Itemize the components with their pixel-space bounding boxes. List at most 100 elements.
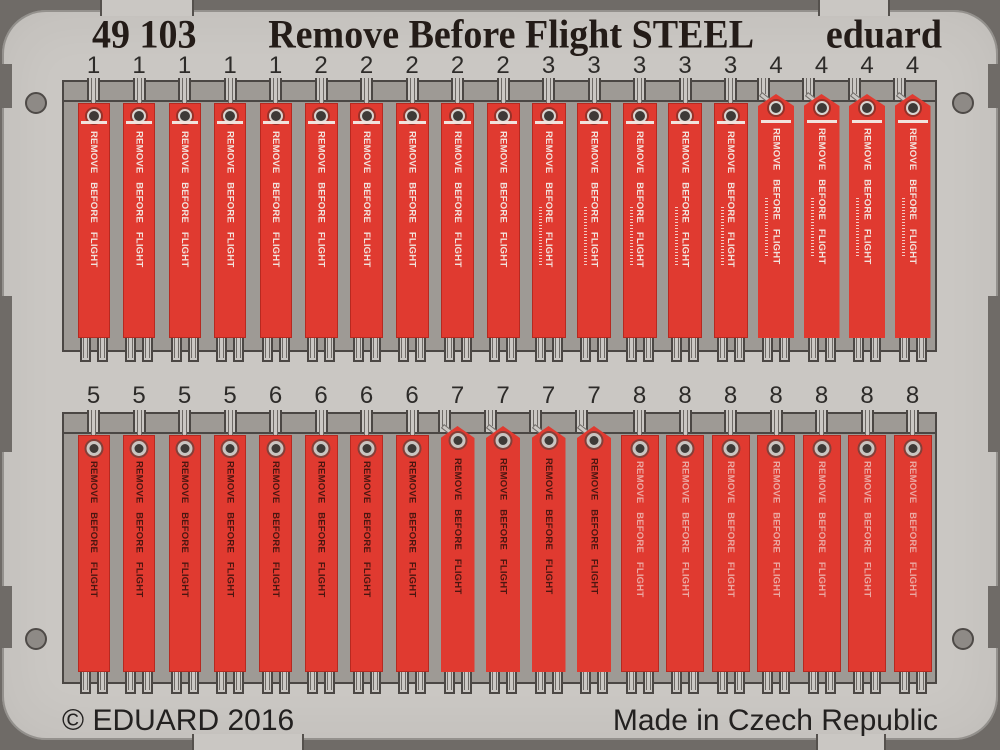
hanging-tab bbox=[897, 78, 902, 94]
flag-text: REMOVE BEFORE FLIGHT bbox=[133, 131, 145, 268]
rbf-flag bbox=[123, 435, 155, 672]
flag-top-bar bbox=[852, 120, 882, 123]
rbf-flag bbox=[666, 435, 704, 672]
foot-tab bbox=[645, 336, 651, 358]
foot-tab bbox=[418, 670, 423, 690]
flag-text: REMOVE BEFORE FLIGHT bbox=[816, 461, 827, 598]
flag-text: REMOVE BEFORE FLIGHT bbox=[861, 461, 873, 598]
foot-tab bbox=[190, 670, 196, 690]
rbf-flag bbox=[848, 435, 886, 672]
flag-text: REMOVE BEFORE FLIGHT bbox=[179, 131, 190, 268]
foot-tab bbox=[765, 670, 770, 690]
rbf-flag bbox=[304, 435, 338, 672]
micro-text bbox=[810, 198, 814, 256]
hanging-tab bbox=[273, 78, 278, 109]
flag-number: 1 bbox=[223, 52, 237, 79]
flag-number: 3 bbox=[587, 52, 601, 79]
flag-number: 2 bbox=[405, 52, 419, 79]
foot-tab bbox=[628, 336, 634, 358]
rbf-flag bbox=[577, 103, 611, 338]
flag-number: 2 bbox=[359, 52, 374, 79]
flag-top-bar bbox=[262, 121, 289, 124]
rbf-flag bbox=[304, 103, 338, 338]
foot-tab bbox=[492, 336, 497, 358]
flag-text: REMOVE BEFORE FLIGHT bbox=[133, 461, 145, 598]
foot-tab bbox=[219, 670, 224, 690]
flag-number: 3 bbox=[541, 52, 556, 79]
flag-number: 6 bbox=[314, 382, 328, 409]
foot-tab bbox=[128, 670, 133, 690]
flag-text: REMOVE BEFORE FLIGHT bbox=[270, 461, 281, 598]
grommet bbox=[859, 441, 875, 456]
edge-notch bbox=[988, 64, 1000, 108]
flag-number: 7 bbox=[541, 382, 556, 409]
tooling-hole-bottom-left bbox=[25, 628, 47, 650]
flag-number: 4 bbox=[860, 52, 874, 79]
grommet bbox=[495, 433, 511, 448]
foot-tab bbox=[355, 670, 361, 690]
foot-tab bbox=[372, 336, 378, 358]
hanging-tab bbox=[455, 78, 460, 109]
foot-tab bbox=[219, 336, 224, 358]
grommet bbox=[131, 441, 147, 456]
flag-number: 8 bbox=[905, 382, 920, 409]
flag-text: REMOVE BEFORE FLIGHT bbox=[634, 131, 645, 268]
grommet bbox=[268, 441, 283, 456]
tooling-hole-top-left bbox=[25, 92, 47, 114]
flag-top-bar bbox=[716, 121, 745, 124]
hanging-tab bbox=[487, 410, 493, 426]
sprue-tab-top-right bbox=[818, 0, 890, 16]
hanging-tab bbox=[637, 78, 642, 109]
hanging-tab bbox=[182, 410, 187, 441]
hanging-tab bbox=[819, 410, 824, 441]
flag-number: 5 bbox=[132, 382, 146, 409]
foot-tab bbox=[674, 670, 679, 690]
flag-text: REMOVE BEFORE FLIGHT bbox=[588, 458, 600, 595]
foot-tab bbox=[145, 336, 150, 358]
micro-text bbox=[538, 207, 542, 265]
foot-tab bbox=[281, 670, 287, 690]
flag-number: 6 bbox=[405, 382, 419, 409]
flag-text: REMOVE BEFORE FLIGHT bbox=[543, 131, 554, 268]
foot-tab bbox=[856, 670, 861, 690]
flag-number: 5 bbox=[177, 382, 192, 409]
foot-tab bbox=[492, 670, 497, 690]
flag-top-bar bbox=[307, 121, 335, 124]
hanging-tab bbox=[182, 78, 187, 109]
flag-top-bar bbox=[671, 121, 699, 124]
flag-number: 7 bbox=[587, 382, 601, 409]
micro-text bbox=[765, 198, 768, 256]
hanging-tab bbox=[533, 410, 538, 426]
flag-text: REMOVE BEFORE FLIGHT bbox=[497, 458, 509, 595]
flag-number: 8 bbox=[632, 382, 647, 409]
flag-top-bar bbox=[171, 121, 198, 124]
rbf-flag bbox=[757, 435, 795, 672]
foot-tab bbox=[372, 670, 378, 690]
hanging-tab bbox=[728, 410, 733, 441]
foot-tab bbox=[583, 670, 588, 690]
foot-tab bbox=[82, 336, 88, 358]
foot-tab bbox=[583, 336, 588, 358]
tooling-hole-bottom-right bbox=[952, 628, 974, 650]
copyright-text: © EDUARD 2016 bbox=[62, 704, 295, 737]
grommet bbox=[359, 441, 374, 456]
foot-tab bbox=[310, 336, 315, 358]
flag-text: REMOVE BEFORE FLIGHT bbox=[543, 458, 554, 595]
foot-tab bbox=[901, 336, 907, 358]
flag-top-bar bbox=[398, 121, 426, 124]
grommet bbox=[768, 441, 784, 456]
foot-tab bbox=[401, 670, 406, 690]
rbf-flag bbox=[259, 103, 292, 338]
flag-text: REMOVE BEFORE FLIGHT bbox=[88, 131, 99, 268]
foot-tab bbox=[873, 670, 878, 690]
rbf-flag bbox=[214, 103, 246, 338]
grommet bbox=[632, 441, 647, 456]
foot-tab bbox=[173, 670, 179, 690]
grommet bbox=[860, 101, 874, 115]
grommet bbox=[769, 101, 783, 115]
foot-tab bbox=[128, 336, 133, 358]
grommet bbox=[86, 441, 101, 456]
edge-notch bbox=[988, 296, 1000, 452]
foot-tab bbox=[99, 670, 105, 690]
